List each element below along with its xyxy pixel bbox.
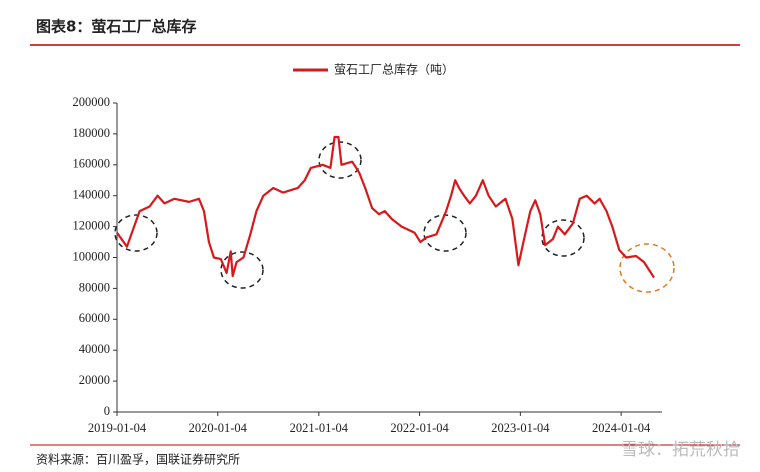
y-tick-label: 20000	[79, 373, 110, 387]
y-tick-label: 80000	[79, 280, 110, 294]
data-line	[116, 135, 655, 279]
legend-label: 萤石工厂总库存（吨）	[334, 62, 454, 77]
annotations	[114, 141, 675, 293]
highlight-circle	[220, 251, 264, 289]
x-tick-label: 2020-01-04	[189, 421, 248, 435]
highlight-circle	[423, 214, 467, 252]
watermark: 雪球：拓荒秋拾	[621, 440, 740, 460]
y-tick-label: 160000	[73, 157, 111, 171]
x-tick-label: 2022-01-04	[390, 421, 449, 435]
y-tick-label: 120000	[73, 218, 111, 232]
y-tick-label: 100000	[73, 249, 111, 263]
x-tick-label: 2024-01-04	[592, 421, 651, 435]
y-tick-label: 40000	[79, 342, 110, 356]
y-tick-label: 60000	[79, 311, 110, 325]
highlight-circle	[619, 243, 675, 293]
y-tick-label: 0	[104, 404, 110, 418]
x-tick-label: 2023-01-04	[491, 421, 550, 435]
highlight-circle	[114, 214, 158, 252]
y-tick-label: 200000	[73, 95, 111, 109]
source-note: 资料来源：百川盈孚，国联证券研究所	[36, 452, 240, 467]
x-tick-label: 2021-01-04	[290, 421, 349, 435]
y-tick-label: 140000	[73, 188, 111, 202]
x-tick-label: 2019-01-04	[88, 421, 147, 435]
highlight-circle	[541, 219, 585, 257]
chart-title: 图表8：萤石工厂总库存	[36, 18, 196, 36]
y-tick-label: 180000	[73, 126, 111, 140]
